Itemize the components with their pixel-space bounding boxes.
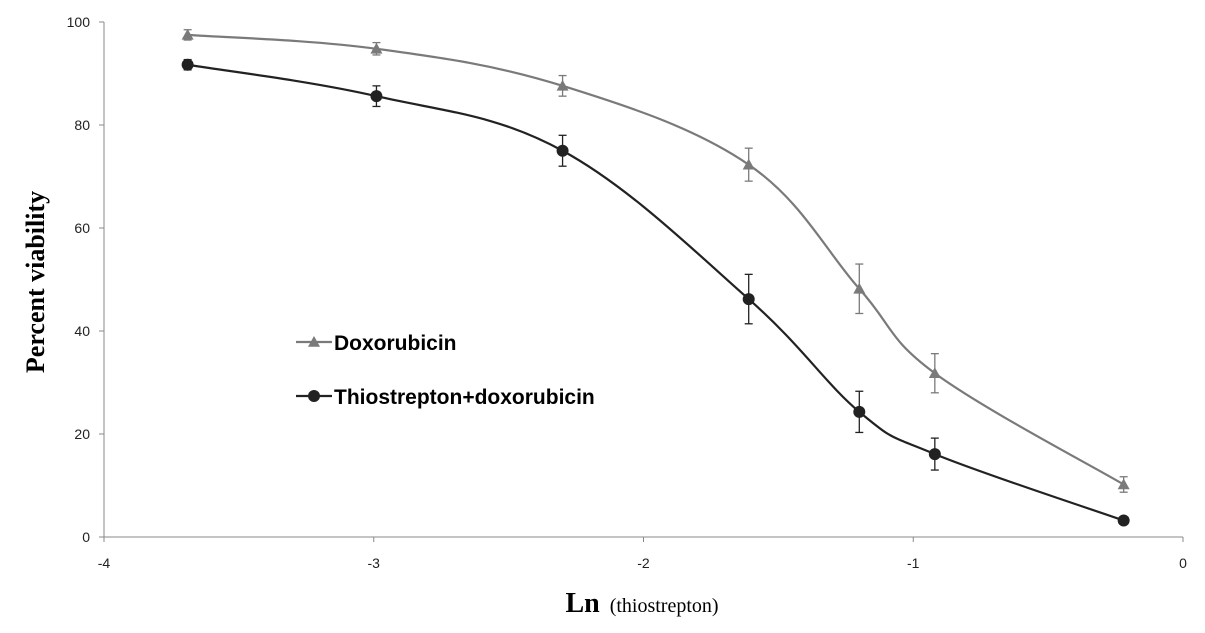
y-tick-label: 40 bbox=[74, 323, 90, 339]
legend: Doxorubicin Thiostrepton+doxorubicin bbox=[296, 332, 595, 409]
y-tick-label: 80 bbox=[74, 117, 90, 133]
data-point bbox=[928, 448, 941, 461]
data-point bbox=[181, 28, 194, 40]
data-point bbox=[556, 144, 569, 157]
x-tick-label: -2 bbox=[637, 555, 650, 571]
series-2 bbox=[181, 58, 1130, 527]
x-axis-label: Ln (thiostrepton) bbox=[565, 588, 718, 619]
data-point bbox=[556, 79, 569, 91]
y-tick-label: 0 bbox=[82, 529, 90, 545]
data-point bbox=[1117, 514, 1130, 527]
series-line bbox=[187, 33, 1125, 486]
series-layer bbox=[181, 28, 1130, 527]
tick-labels: 0 20 40 60 80 100 -4 -3 -2 -1 0 bbox=[67, 14, 1187, 571]
y-tick-label: 20 bbox=[74, 426, 90, 442]
legend-entry: Doxorubicin bbox=[296, 332, 457, 355]
legend-label: Thiostrepton+doxorubicin bbox=[334, 386, 595, 409]
x-tick-label: -1 bbox=[907, 555, 920, 571]
y-axis-label: Percent viability bbox=[21, 191, 50, 373]
legend-entry: Thiostrepton+doxorubicin bbox=[296, 386, 595, 409]
y-tick-label: 60 bbox=[74, 220, 90, 236]
y-tick-label: 100 bbox=[67, 14, 91, 30]
data-point bbox=[853, 405, 866, 418]
data-point bbox=[928, 367, 941, 379]
series-line bbox=[187, 63, 1125, 522]
data-point bbox=[1117, 478, 1130, 490]
series-1 bbox=[181, 28, 1130, 493]
legend-marker bbox=[308, 390, 320, 402]
x-axis-label-main: Ln bbox=[565, 588, 600, 619]
axes bbox=[99, 21, 1184, 542]
legend-label: Doxorubicin bbox=[334, 332, 457, 355]
data-point bbox=[370, 90, 383, 103]
data-point bbox=[742, 293, 755, 306]
x-tick-label: -3 bbox=[368, 555, 381, 571]
data-point bbox=[370, 42, 383, 54]
data-point bbox=[853, 282, 866, 294]
x-axis-label-sub: (thiostrepton) bbox=[610, 595, 719, 617]
data-point bbox=[181, 58, 194, 71]
x-tick-label: -4 bbox=[98, 555, 111, 571]
legend-marker bbox=[308, 336, 320, 347]
data-point bbox=[742, 158, 755, 170]
x-tick-label: 0 bbox=[1179, 555, 1187, 571]
